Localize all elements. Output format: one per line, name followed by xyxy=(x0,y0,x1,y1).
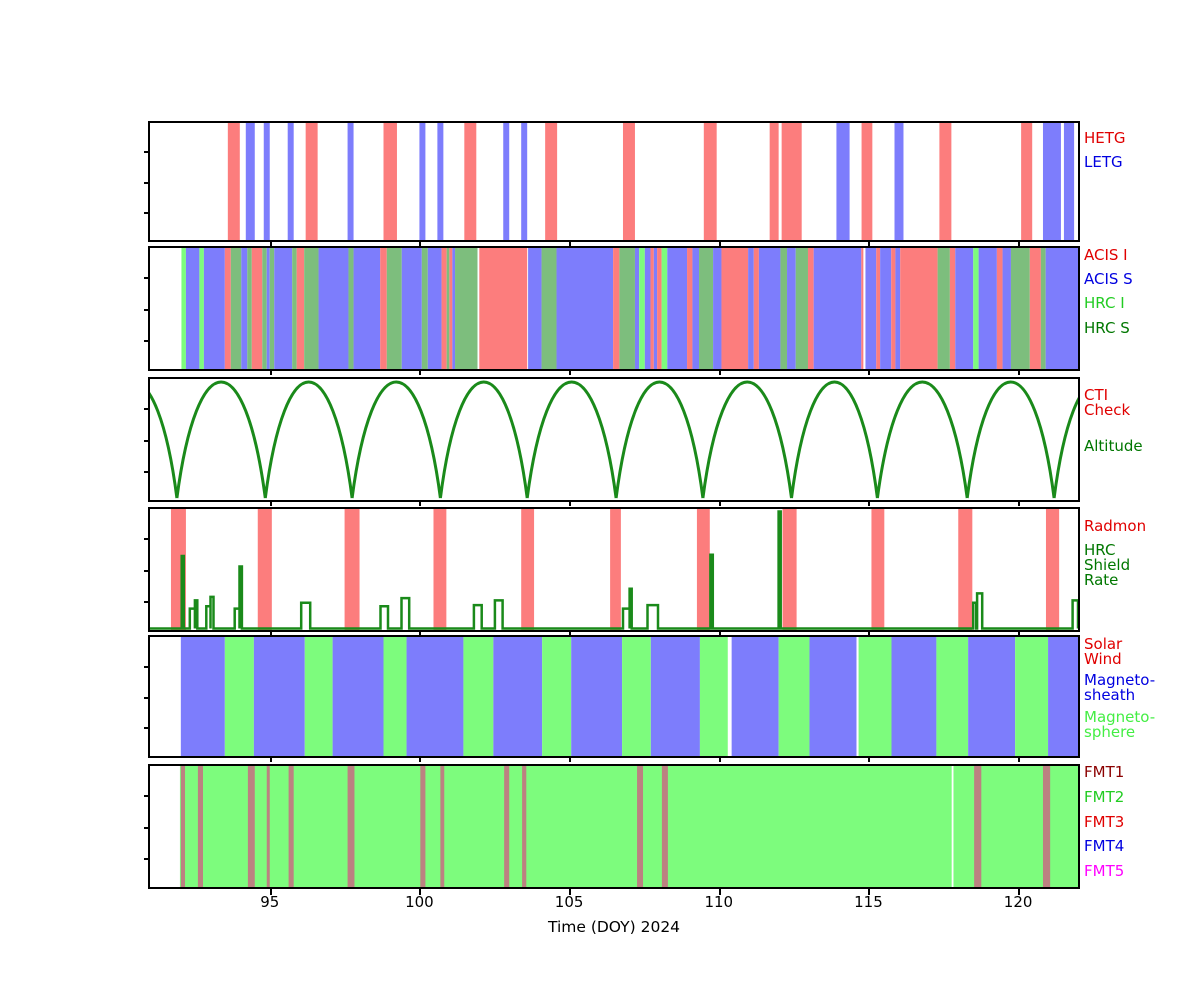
x-tick-mark xyxy=(569,632,572,636)
legend-hrc-s: HRC S xyxy=(1084,319,1130,337)
x-tick-mark xyxy=(269,632,272,636)
x-tick-label: 100 xyxy=(405,893,434,911)
x-tick-mark xyxy=(868,889,871,895)
legend-acis-s: ACIS S xyxy=(1084,270,1133,288)
altitude-plot xyxy=(150,380,1078,499)
gratings-plot xyxy=(227,123,1075,240)
legend-letg: LETG xyxy=(1084,153,1123,171)
x-tick-mark xyxy=(1018,758,1021,762)
y-tick-mark xyxy=(144,181,148,184)
x-tick-mark xyxy=(718,632,721,636)
legend-fmt1: FMT1 xyxy=(1084,763,1125,781)
x-tick-mark xyxy=(419,632,422,636)
x-tick-mark xyxy=(269,242,272,246)
telemetry-plot xyxy=(179,766,1078,887)
x-tick-mark xyxy=(569,758,572,762)
panel-altitude xyxy=(148,377,1080,502)
x-tick-mark xyxy=(419,371,422,375)
x-tick-mark xyxy=(718,371,721,375)
legend-fmt3: FMT3 xyxy=(1084,813,1125,831)
y-tick-mark xyxy=(144,339,148,342)
legend-magnetosheath: Magneto- sheath xyxy=(1084,671,1156,704)
x-tick-mark xyxy=(269,758,272,762)
x-tick-label: 110 xyxy=(704,893,734,911)
radmon-plot xyxy=(150,509,1078,630)
y-tick-mark xyxy=(144,826,148,829)
panel-radmon xyxy=(148,507,1080,632)
legend-radmon: Radmon xyxy=(1084,517,1147,535)
x-tick-label: 95 xyxy=(260,893,280,911)
x-tick-mark xyxy=(419,502,422,506)
solar-wind-plot xyxy=(180,637,1078,756)
y-tick-mark xyxy=(144,308,148,311)
legend-hetg: HETG xyxy=(1084,129,1126,147)
x-tick-mark xyxy=(868,371,871,375)
x-tick-mark xyxy=(419,758,422,762)
y-tick-mark xyxy=(144,795,148,798)
x-tick-mark xyxy=(868,502,871,506)
legend-solar-wind: Solar Wind xyxy=(1084,635,1123,668)
y-tick-mark xyxy=(144,857,148,860)
x-tick-mark xyxy=(269,889,272,895)
y-tick-mark xyxy=(144,538,148,541)
y-tick-mark xyxy=(144,600,148,603)
legend-cti-check: CTI Check xyxy=(1084,386,1131,419)
x-tick-mark xyxy=(868,242,871,246)
y-tick-mark xyxy=(144,277,148,280)
legend-magnetosphere: Magneto- sphere xyxy=(1084,708,1156,741)
x-tick-mark xyxy=(269,371,272,375)
x-axis-title: Time (DOY) 2024 xyxy=(547,918,681,936)
x-tick-mark xyxy=(1018,371,1021,375)
x-tick-mark xyxy=(1018,502,1021,506)
legend-acis-i: ACIS I xyxy=(1084,246,1128,264)
x-tick-mark xyxy=(419,889,422,895)
y-tick-mark xyxy=(144,408,148,411)
y-tick-mark xyxy=(144,151,148,154)
x-tick-mark xyxy=(1018,889,1021,895)
legend-fmt4: FMT4 xyxy=(1084,837,1125,855)
legend-fmt5: FMT5 xyxy=(1084,862,1125,880)
y-tick-mark xyxy=(144,665,148,668)
legend-hrc-i: HRC I xyxy=(1084,294,1125,312)
x-tick-mark xyxy=(1018,242,1021,246)
x-tick-mark xyxy=(419,242,422,246)
legend-hrc-shield: HRC Shield Rate xyxy=(1084,541,1131,589)
legend-altitude: Altitude xyxy=(1084,437,1143,455)
x-tick-mark xyxy=(868,632,871,636)
y-tick-mark xyxy=(144,470,148,473)
panel-telemetry xyxy=(148,764,1080,889)
y-tick-mark xyxy=(144,569,148,572)
panel-gratings xyxy=(148,121,1080,242)
x-tick-label: 120 xyxy=(1003,893,1033,911)
x-tick-label: 115 xyxy=(854,893,883,911)
x-tick-mark xyxy=(569,889,572,895)
x-tick-mark xyxy=(269,502,272,506)
y-tick-mark xyxy=(144,439,148,442)
x-tick-mark xyxy=(569,242,572,246)
x-tick-mark xyxy=(569,502,572,506)
panel-detectors xyxy=(148,246,1080,371)
panel-solar-wind xyxy=(148,635,1080,758)
y-tick-mark xyxy=(144,727,148,730)
x-tick-mark xyxy=(1018,632,1021,636)
x-tick-mark xyxy=(569,371,572,375)
x-tick-mark xyxy=(718,502,721,506)
x-tick-label: 105 xyxy=(554,893,584,911)
x-tick-mark xyxy=(868,758,871,762)
x-tick-mark xyxy=(718,758,721,762)
x-tick-mark xyxy=(718,242,721,246)
y-tick-mark xyxy=(144,211,148,214)
y-tick-mark xyxy=(144,696,148,699)
detectors-plot xyxy=(181,248,1078,369)
x-tick-mark xyxy=(718,889,721,895)
legend-fmt2: FMT2 xyxy=(1084,788,1125,806)
